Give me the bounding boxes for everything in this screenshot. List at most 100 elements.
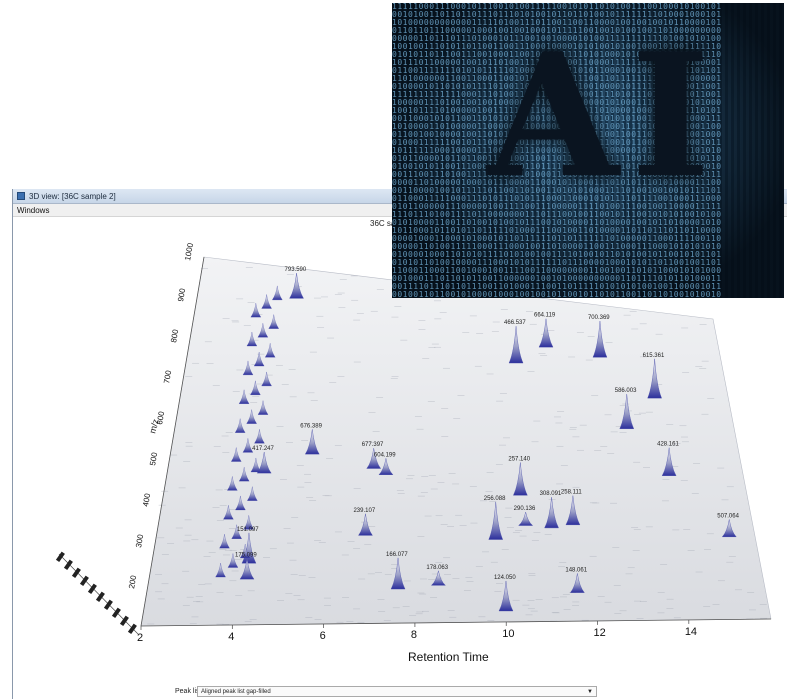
x-tick-label: 10: [502, 628, 514, 640]
peak-label: 677.397: [362, 442, 384, 448]
peak-label: 700.369: [588, 315, 610, 321]
peak-label: 290.136: [514, 506, 536, 512]
plot-area[interactable]: 2 4 6 8 10 12 14 200 300 400 500 600 700 800 900 1000 …: [13, 229, 787, 669]
y-tick-label: 800: [169, 328, 180, 343]
z-tick-mark: [95, 591, 105, 603]
x-tick-label: 4: [228, 631, 234, 643]
peak-list-select[interactable]: Aligned peak list gap-filled ▼: [197, 686, 597, 697]
peak-label: 428.161: [657, 442, 679, 448]
y-tick-label: 200: [127, 574, 138, 589]
peak-label: 507.064: [717, 513, 739, 519]
peak-label: 239.107: [353, 508, 375, 514]
peak-mark: [238, 467, 250, 482]
peak-mark: [358, 513, 373, 536]
peak-label: 178.063: [426, 565, 448, 571]
peak-label: 676.389: [300, 423, 322, 429]
x-tick-label: 6: [320, 630, 326, 642]
peak-mark: [498, 580, 514, 612]
peak-mark: [721, 519, 737, 538]
peak-mark: [219, 534, 230, 549]
z-tick-mark: [63, 559, 73, 571]
peak-label: 586.003: [615, 388, 637, 394]
menu-windows[interactable]: Windows: [17, 205, 50, 215]
peak-label: 466.537: [504, 320, 526, 326]
y-axis-line: [140, 256, 205, 627]
peak-mark: [518, 512, 534, 526]
peak-mark: [390, 557, 406, 590]
peak-mark: [242, 438, 254, 453]
peak-mark: [257, 400, 269, 415]
x-axis-line: [140, 618, 772, 627]
y-tick-label: 1000: [183, 242, 195, 262]
peak-list-label: Peak list:: [175, 688, 204, 695]
x-tick-label: 8: [411, 629, 417, 641]
peak-mark: [289, 273, 304, 299]
x-tick-label: 2: [137, 632, 143, 644]
peak-mark: [538, 318, 554, 348]
peak-mark: [234, 418, 246, 433]
peak-mark: [256, 451, 272, 474]
peak-mark: [257, 323, 269, 338]
peak-mark: [508, 326, 524, 364]
peak-label: 664.119: [534, 313, 556, 319]
peak-mark: [647, 358, 662, 399]
peak-mark: [254, 429, 265, 444]
peak-mark: [243, 515, 255, 530]
peak-mark: [253, 352, 265, 367]
z-tick-mark: [119, 615, 129, 627]
peak-mark: [246, 331, 258, 347]
peak-label: 256.088: [484, 496, 506, 502]
peak-mark: [250, 457, 262, 473]
peak-mark: [513, 462, 528, 496]
x-tick-label: 14: [685, 626, 697, 638]
chevron-down-icon: ▼: [587, 689, 593, 695]
peak-label: 615.361: [643, 353, 665, 359]
y-tick-label: 300: [134, 533, 145, 548]
peak-mark: [242, 360, 254, 376]
peak-mark: [231, 524, 242, 539]
peak-label: 257.140: [508, 456, 530, 462]
peak-list-value: Aligned peak list gap-filled: [201, 689, 271, 695]
z-tick-mark: [87, 583, 97, 595]
z-tick-mark: [79, 575, 89, 587]
peak-mark: [261, 294, 272, 309]
x-axis-label: Retention Time: [408, 650, 489, 664]
peak-label: 308.091: [540, 491, 562, 497]
peak-mark: [247, 486, 258, 501]
peak-mark: [261, 371, 272, 387]
peak-label: 417.247: [252, 446, 274, 452]
peak-mark: [488, 501, 504, 540]
peak-mark: [250, 380, 261, 395]
surface-plot[interactable]: 2 4 6 8 10 12 14 2003004005006007008009001000 …: [13, 229, 787, 669]
x-tick-labels: 2 4 6 8 10 12 14: [137, 619, 697, 644]
z-tick-mark: [71, 567, 81, 579]
plot-title: 36C sa: [370, 219, 396, 228]
peak-mark: [366, 448, 382, 469]
peak-mark: [230, 447, 242, 462]
peak-mark: [430, 570, 446, 586]
bottom-bar: Peak list: Aligned peak list gap-filled …: [13, 685, 787, 699]
peak-layer: [215, 273, 737, 612]
peak-mark: [592, 321, 608, 358]
peak-mark: [223, 505, 234, 520]
peak-mark: [238, 389, 250, 404]
app-icon: [17, 192, 25, 200]
y-tick-label: 900: [176, 287, 187, 302]
peak-label: 604.199: [374, 452, 396, 458]
peak-mark: [239, 543, 251, 559]
peak-label: 258.111: [561, 490, 582, 496]
z-axis-line: [58, 553, 140, 636]
peak-mark: [227, 553, 239, 568]
z-axis: [55, 551, 140, 636]
peak-label: 793.590: [285, 267, 307, 273]
peak-mark: [569, 573, 585, 593]
x-tick-label: 12: [594, 627, 606, 639]
peak-label: 124.050: [494, 575, 516, 581]
window-title: 3D view: [36C sample 2]: [29, 191, 116, 201]
peak-mark: [619, 394, 635, 429]
peak-mark: [268, 314, 280, 329]
peak-mark: [544, 497, 559, 529]
peak-label: 148.061: [565, 567, 587, 573]
peak-mark: [272, 285, 283, 301]
axis-layer: [140, 256, 772, 627]
